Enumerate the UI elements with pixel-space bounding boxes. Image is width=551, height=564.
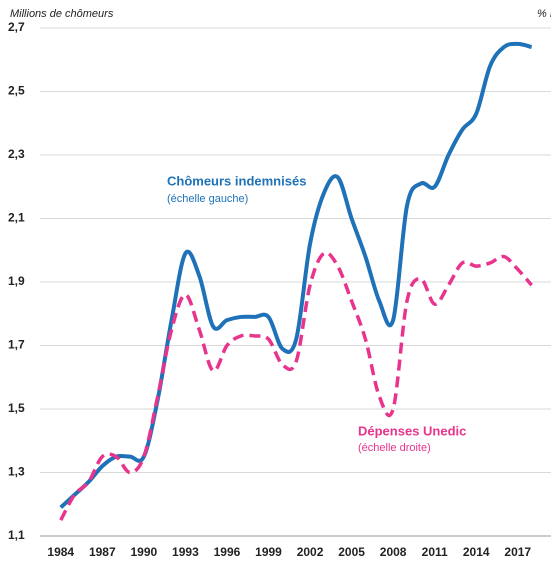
x-tick-label: 1990 <box>131 545 158 559</box>
y-tick-label: 1,7 <box>8 338 25 352</box>
y-tick-label: 2,5 <box>8 84 25 98</box>
series-label: Dépenses Unedic <box>358 423 466 438</box>
y-axis-label: Millions de chômeurs <box>10 8 114 20</box>
y-tick-label: 1,9 <box>8 274 25 288</box>
x-tick-label: 1987 <box>89 545 116 559</box>
x-tick-label: 2011 <box>422 545 448 559</box>
series-line <box>59 41 533 509</box>
y-tick-label: 1,1 <box>8 528 25 542</box>
x-tick-label: 1999 <box>255 545 282 559</box>
y-tick-label: 2,7 <box>8 20 25 34</box>
series-line <box>59 250 533 521</box>
x-tick-label: 1996 <box>214 545 241 559</box>
x-tick-label: 2017 <box>504 545 531 559</box>
x-tick-label: 2002 <box>297 545 324 559</box>
x-tick-label: 2014 <box>463 545 490 559</box>
y-tick-label: 1,5 <box>8 401 25 415</box>
y2-axis-label: % P <box>537 8 551 20</box>
x-tick-label: 2008 <box>380 545 407 559</box>
x-tick-label: 1984 <box>47 545 74 559</box>
y-tick-label: 1,3 <box>8 465 25 479</box>
y-tick-label: 2,3 <box>8 147 25 161</box>
series-note: (échelle gauche) <box>167 193 248 205</box>
series-note: (échelle droite) <box>358 442 431 454</box>
x-tick-label: 1993 <box>172 545 199 559</box>
x-tick-label: 2005 <box>338 545 365 559</box>
series-label: Chômeurs indemnisés <box>167 173 306 188</box>
y-tick-label: 2,1 <box>8 211 25 225</box>
